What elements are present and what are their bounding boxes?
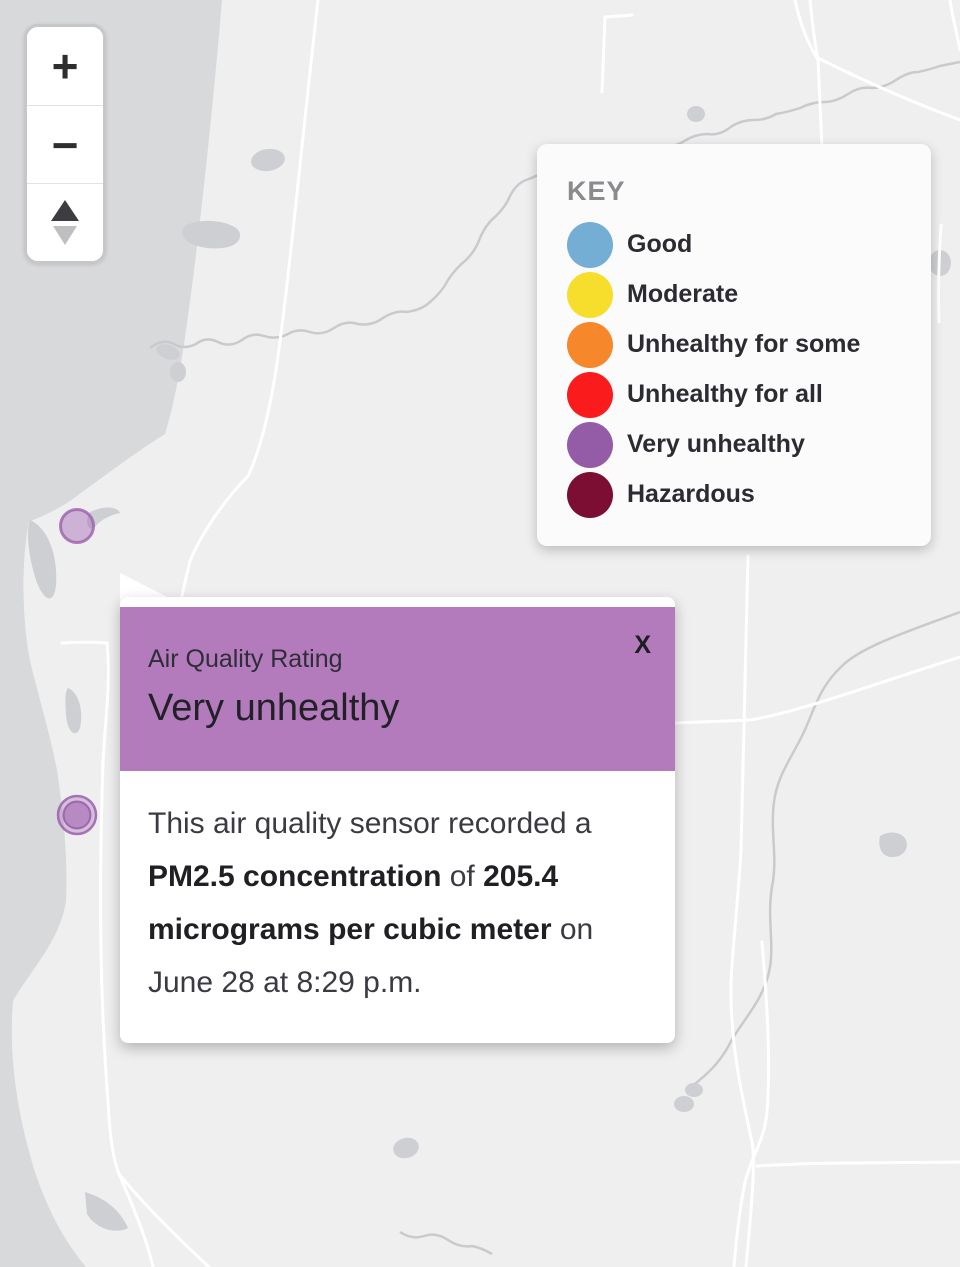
legend-item-unhealthy-for-some: Unhealthy for some <box>567 321 931 368</box>
air-quality-popup: Air Quality Rating Very unhealthy X This… <box>120 597 675 1043</box>
very-unhealthy-swatch-icon <box>567 421 613 468</box>
arrow-up-icon <box>51 200 79 221</box>
plus-icon: + <box>51 40 79 92</box>
legend-label: Hazardous <box>627 480 755 508</box>
legend-item-good: Good <box>567 221 931 268</box>
legend-item-very-unhealthy: Very unhealthy <box>567 421 931 468</box>
legend-label: Unhealthy for all <box>627 380 823 408</box>
arrow-down-icon <box>53 226 77 245</box>
hazardous-swatch-icon <box>567 471 613 518</box>
legend-label: Moderate <box>627 280 739 308</box>
tilt-control-button[interactable] <box>27 183 103 261</box>
sensor-marker-selected-inner[interactable] <box>62 800 92 830</box>
popup-kicker: Air Quality Rating <box>148 645 343 673</box>
legend-label: Unhealthy for some <box>627 330 861 358</box>
popup-header: Air Quality Rating Very unhealthy X <box>120 607 675 771</box>
legend-item-moderate: Moderate <box>567 271 931 318</box>
good-swatch-icon <box>567 221 613 268</box>
moderate-swatch-icon <box>567 271 613 318</box>
unhealthy-all-swatch-icon <box>567 371 613 418</box>
map-water <box>0 0 222 1267</box>
key-title: KEY <box>567 176 626 206</box>
zoom-control: + − <box>24 24 106 264</box>
popup-body: This air quality sensor recorded a PM2.5… <box>120 771 675 1009</box>
zoom-out-button[interactable]: − <box>27 105 103 183</box>
legend-label: Good <box>627 230 693 258</box>
sensor-markers <box>56 508 98 836</box>
unhealthy-some-swatch-icon <box>567 321 613 368</box>
popup-rating: Very unhealthy <box>148 687 400 729</box>
zoom-in-button[interactable]: + <box>27 27 103 105</box>
key-panel: KEY Good Moderate Unhealthy for some Unh… <box>537 144 931 546</box>
sensor-marker[interactable] <box>59 508 95 544</box>
map-boundaries <box>60 0 960 1267</box>
minus-icon: − <box>51 118 79 171</box>
popup-description: This air quality sensor recorded a PM2.5… <box>148 807 594 999</box>
legend-label: Very unhealthy <box>627 430 805 458</box>
legend-item-hazardous: Hazardous <box>567 471 931 518</box>
popup-close-button[interactable]: X <box>634 631 651 659</box>
legend-item-unhealthy-for-all: Unhealthy for all <box>567 371 931 418</box>
